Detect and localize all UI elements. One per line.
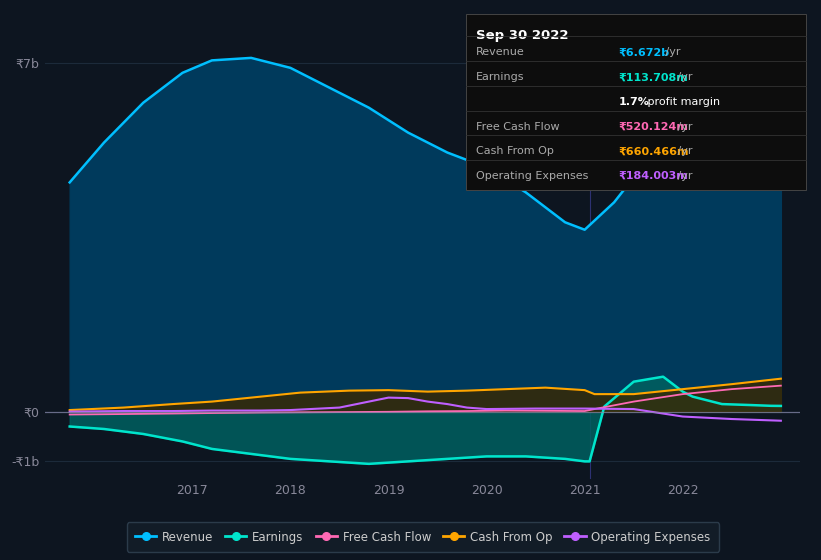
Text: /yr: /yr — [674, 72, 692, 82]
Text: ₹184.003m: ₹184.003m — [618, 171, 688, 181]
Text: /yr: /yr — [674, 122, 692, 132]
Text: ₹113.708m: ₹113.708m — [618, 72, 688, 82]
Text: Earnings: Earnings — [476, 72, 525, 82]
Text: ₹660.466m: ₹660.466m — [618, 146, 689, 156]
Text: Cash From Op: Cash From Op — [476, 146, 554, 156]
Text: Free Cash Flow: Free Cash Flow — [476, 122, 560, 132]
Legend: Revenue, Earnings, Free Cash Flow, Cash From Op, Operating Expenses: Revenue, Earnings, Free Cash Flow, Cash … — [126, 522, 719, 552]
Text: /yr: /yr — [674, 171, 692, 181]
Text: Operating Expenses: Operating Expenses — [476, 171, 589, 181]
Text: /yr: /yr — [662, 48, 681, 58]
Text: Sep 30 2022: Sep 30 2022 — [476, 29, 569, 41]
Text: profit margin: profit margin — [644, 97, 721, 107]
Text: /yr: /yr — [674, 146, 692, 156]
Text: 1.7%: 1.7% — [618, 97, 649, 107]
Text: ₹520.124m: ₹520.124m — [618, 122, 688, 132]
Text: Revenue: Revenue — [476, 48, 525, 58]
Text: ₹6.672b: ₹6.672b — [618, 48, 669, 58]
